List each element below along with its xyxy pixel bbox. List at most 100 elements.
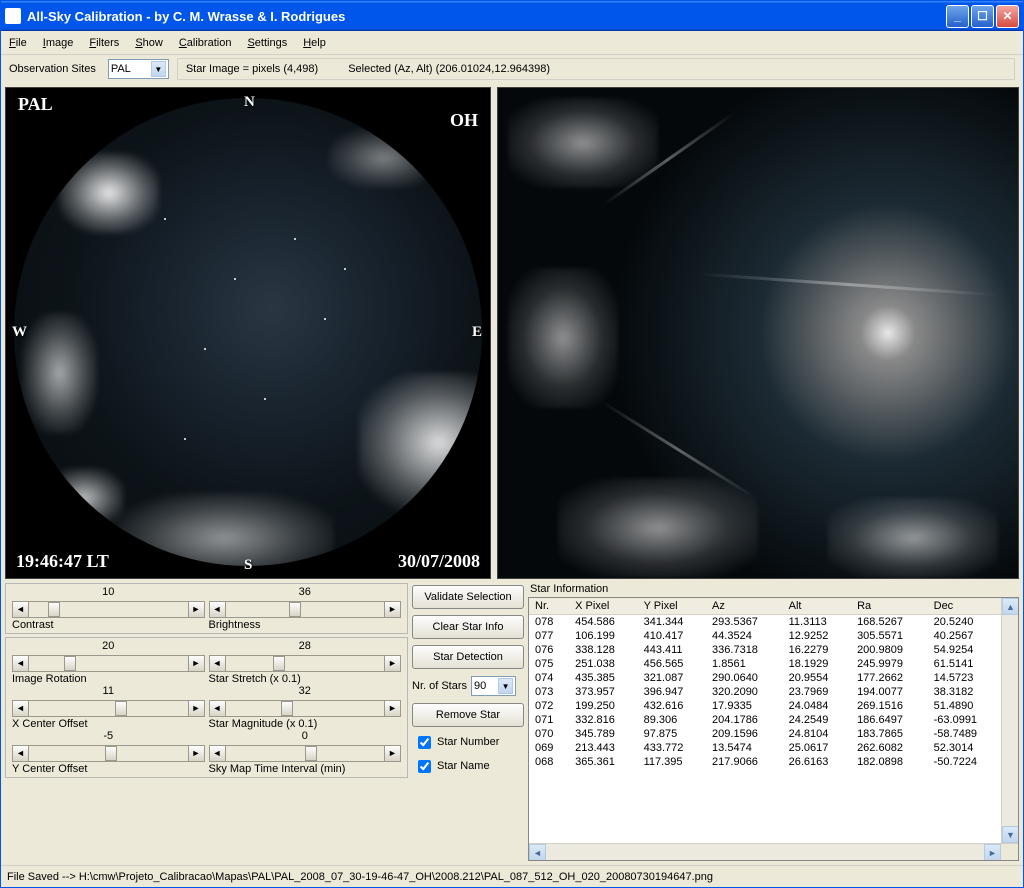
observation-sites-label: Observation Sites: [9, 63, 96, 75]
arrow-right-icon[interactable]: ►: [188, 745, 205, 762]
arrow-right-icon[interactable]: ►: [384, 700, 401, 717]
site-label: PAL: [18, 94, 53, 115]
validate-button[interactable]: Validate Selection: [412, 585, 524, 609]
content-area: PAL OH N S W E 19:46:47 LT 30/07/2008: [1, 83, 1023, 865]
arrow-left-icon[interactable]: ◄: [12, 601, 29, 618]
table-row[interactable]: 074435.385321.087290.064020.9554177.2662…: [529, 671, 1001, 685]
titlebar[interactable]: All-Sky Calibration - by C. M. Wrasse & …: [1, 1, 1023, 31]
clear-button[interactable]: Clear Star Info: [412, 615, 524, 639]
table-row[interactable]: 076338.128443.411336.731816.2279200.9809…: [529, 643, 1001, 657]
chevron-down-icon[interactable]: ▼: [151, 61, 166, 77]
chevron-down-icon[interactable]: ▼: [498, 678, 513, 694]
scroll-down-icon[interactable]: ▼: [1002, 826, 1018, 843]
menu-settings[interactable]: Settings: [247, 37, 287, 49]
app-icon: [5, 8, 21, 24]
rotation-slider[interactable]: 20 ◄► Image Rotation: [10, 640, 207, 685]
arrow-right-icon[interactable]: ►: [384, 655, 401, 672]
menu-file[interactable]: File: [9, 37, 27, 49]
xoffset-slider[interactable]: 11 ◄► X Center Offset: [10, 685, 207, 730]
arrow-left-icon[interactable]: ◄: [12, 745, 29, 762]
table-row[interactable]: 077106.199410.41744.352412.9252305.55714…: [529, 629, 1001, 643]
menu-filters[interactable]: Filters: [89, 37, 119, 49]
stretch-slider[interactable]: 28 ◄► Star Stretch (x 0.1): [207, 640, 404, 685]
menubar: File Image Filters Show Calibration Sett…: [1, 31, 1023, 55]
table-row[interactable]: 072199.250432.61617.933524.0484269.15165…: [529, 699, 1001, 713]
arrow-right-icon[interactable]: ►: [188, 601, 205, 618]
arrow-left-icon[interactable]: ◄: [209, 745, 226, 762]
zoom-image[interactable]: [497, 87, 1019, 579]
table-row[interactable]: 069213.443433.77213.547425.0617262.60825…: [529, 741, 1001, 755]
column-header[interactable]: X Pixel: [569, 598, 637, 615]
table-row[interactable]: 070345.78997.875209.159624.8104183.7865-…: [529, 727, 1001, 741]
star-table[interactable]: Nr.X PixelY PixelAzAltRaDec 078454.58634…: [529, 598, 1001, 769]
nstars-row: Nr. of Stars ▼: [412, 675, 524, 697]
east-label: E: [472, 324, 482, 341]
statusbar: File Saved --> H:\cmw\Projeto_Calibracao…: [1, 865, 1023, 887]
table-row[interactable]: 075251.038456.5651.856118.1929245.997961…: [529, 657, 1001, 671]
horizontal-scrollbar[interactable]: ◄ ►: [529, 843, 1018, 860]
column-header[interactable]: Nr.: [529, 598, 569, 615]
arrow-right-icon[interactable]: ►: [384, 745, 401, 762]
toolbar: Observation Sites ▼ Star Image = pixels …: [1, 55, 1023, 83]
date-label: 30/07/2008: [398, 551, 480, 572]
table-row[interactable]: 078454.586341.344293.536711.3113168.5267…: [529, 615, 1001, 630]
star-number-checkbox[interactable]: [418, 736, 431, 749]
detect-button[interactable]: Star Detection: [412, 645, 524, 669]
column-header[interactable]: Alt: [783, 598, 851, 615]
table-row[interactable]: 068365.361117.395217.906626.6163182.0898…: [529, 755, 1001, 769]
window-title: All-Sky Calibration - by C. M. Wrasse & …: [27, 9, 946, 24]
star-number-check[interactable]: Star Number: [412, 733, 524, 751]
status-text: File Saved --> H:\cmw\Projeto_Calibracao…: [7, 871, 713, 883]
brightness-slider[interactable]: 36 ◄► Brightness: [207, 586, 404, 631]
filter-label: OH: [450, 110, 478, 131]
menu-calibration[interactable]: Calibration: [179, 37, 232, 49]
south-label: S: [244, 557, 252, 574]
star-info-panel: Star Information Nr.X PixelY PixelAzAltR…: [528, 583, 1019, 861]
magnitude-slider[interactable]: 32 ◄► Star Magnitude (x 0.1): [207, 685, 404, 730]
contrast-slider[interactable]: 10 ◄► Contrast: [10, 586, 207, 631]
nstars-value[interactable]: [474, 680, 496, 692]
skymap-slider[interactable]: 0 ◄► Sky Map Time Interval (min): [207, 730, 404, 775]
column-header[interactable]: Dec: [928, 598, 1001, 615]
arrow-left-icon[interactable]: ◄: [12, 655, 29, 672]
controls-row: 10 ◄► Contrast 36 ◄► Brightness 20 ◄► Im…: [5, 583, 1019, 861]
column-header[interactable]: Ra: [851, 598, 928, 615]
arrow-right-icon[interactable]: ►: [188, 700, 205, 717]
arrow-left-icon[interactable]: ◄: [209, 655, 226, 672]
minimize-button[interactable]: _: [946, 5, 969, 28]
sliders-column: 10 ◄► Contrast 36 ◄► Brightness 20 ◄► Im…: [5, 583, 408, 861]
observation-sites-value[interactable]: [111, 63, 149, 75]
star-name-checkbox[interactable]: [418, 760, 431, 773]
column-header[interactable]: Az: [706, 598, 783, 615]
time-label: 19:46:47 LT: [16, 551, 109, 572]
table-row[interactable]: 071332.81689.306204.178624.2549186.6497-…: [529, 713, 1001, 727]
scroll-right-icon[interactable]: ►: [984, 844, 1001, 861]
selected-info: Selected (Az, Alt) (206.01024,12.964398): [348, 63, 550, 75]
app-window: All-Sky Calibration - by C. M. Wrasse & …: [0, 0, 1024, 888]
scroll-up-icon[interactable]: ▲: [1002, 598, 1018, 615]
close-button[interactable]: ✕: [996, 5, 1019, 28]
arrow-left-icon[interactable]: ◄: [209, 601, 226, 618]
arrow-left-icon[interactable]: ◄: [209, 700, 226, 717]
star-name-check[interactable]: Star Name: [412, 757, 524, 775]
observation-sites-select[interactable]: ▼: [108, 59, 169, 79]
column-header[interactable]: Y Pixel: [638, 598, 706, 615]
buttons-column: Validate Selection Clear Star Info Star …: [412, 583, 524, 861]
table-row[interactable]: 073373.957396.947320.209023.7969194.0077…: [529, 685, 1001, 699]
arrow-right-icon[interactable]: ►: [384, 601, 401, 618]
info-panel: Star Image = pixels (4,498) Selected (Az…: [177, 58, 1015, 80]
pixels-info: Star Image = pixels (4,498): [186, 63, 318, 75]
fisheye-image[interactable]: PAL OH N S W E 19:46:47 LT 30/07/2008: [5, 87, 491, 579]
nstars-select[interactable]: ▼: [471, 676, 516, 696]
remove-button[interactable]: Remove Star: [412, 703, 524, 727]
menu-show[interactable]: Show: [135, 37, 163, 49]
maximize-button[interactable]: ☐: [971, 5, 994, 28]
arrow-right-icon[interactable]: ►: [188, 655, 205, 672]
vertical-scrollbar[interactable]: ▲ ▼: [1001, 598, 1018, 843]
scroll-left-icon[interactable]: ◄: [529, 844, 546, 861]
west-label: W: [12, 324, 27, 341]
arrow-left-icon[interactable]: ◄: [12, 700, 29, 717]
yoffset-slider[interactable]: -5 ◄► Y Center Offset: [10, 730, 207, 775]
menu-image[interactable]: Image: [43, 37, 74, 49]
menu-help[interactable]: Help: [303, 37, 326, 49]
